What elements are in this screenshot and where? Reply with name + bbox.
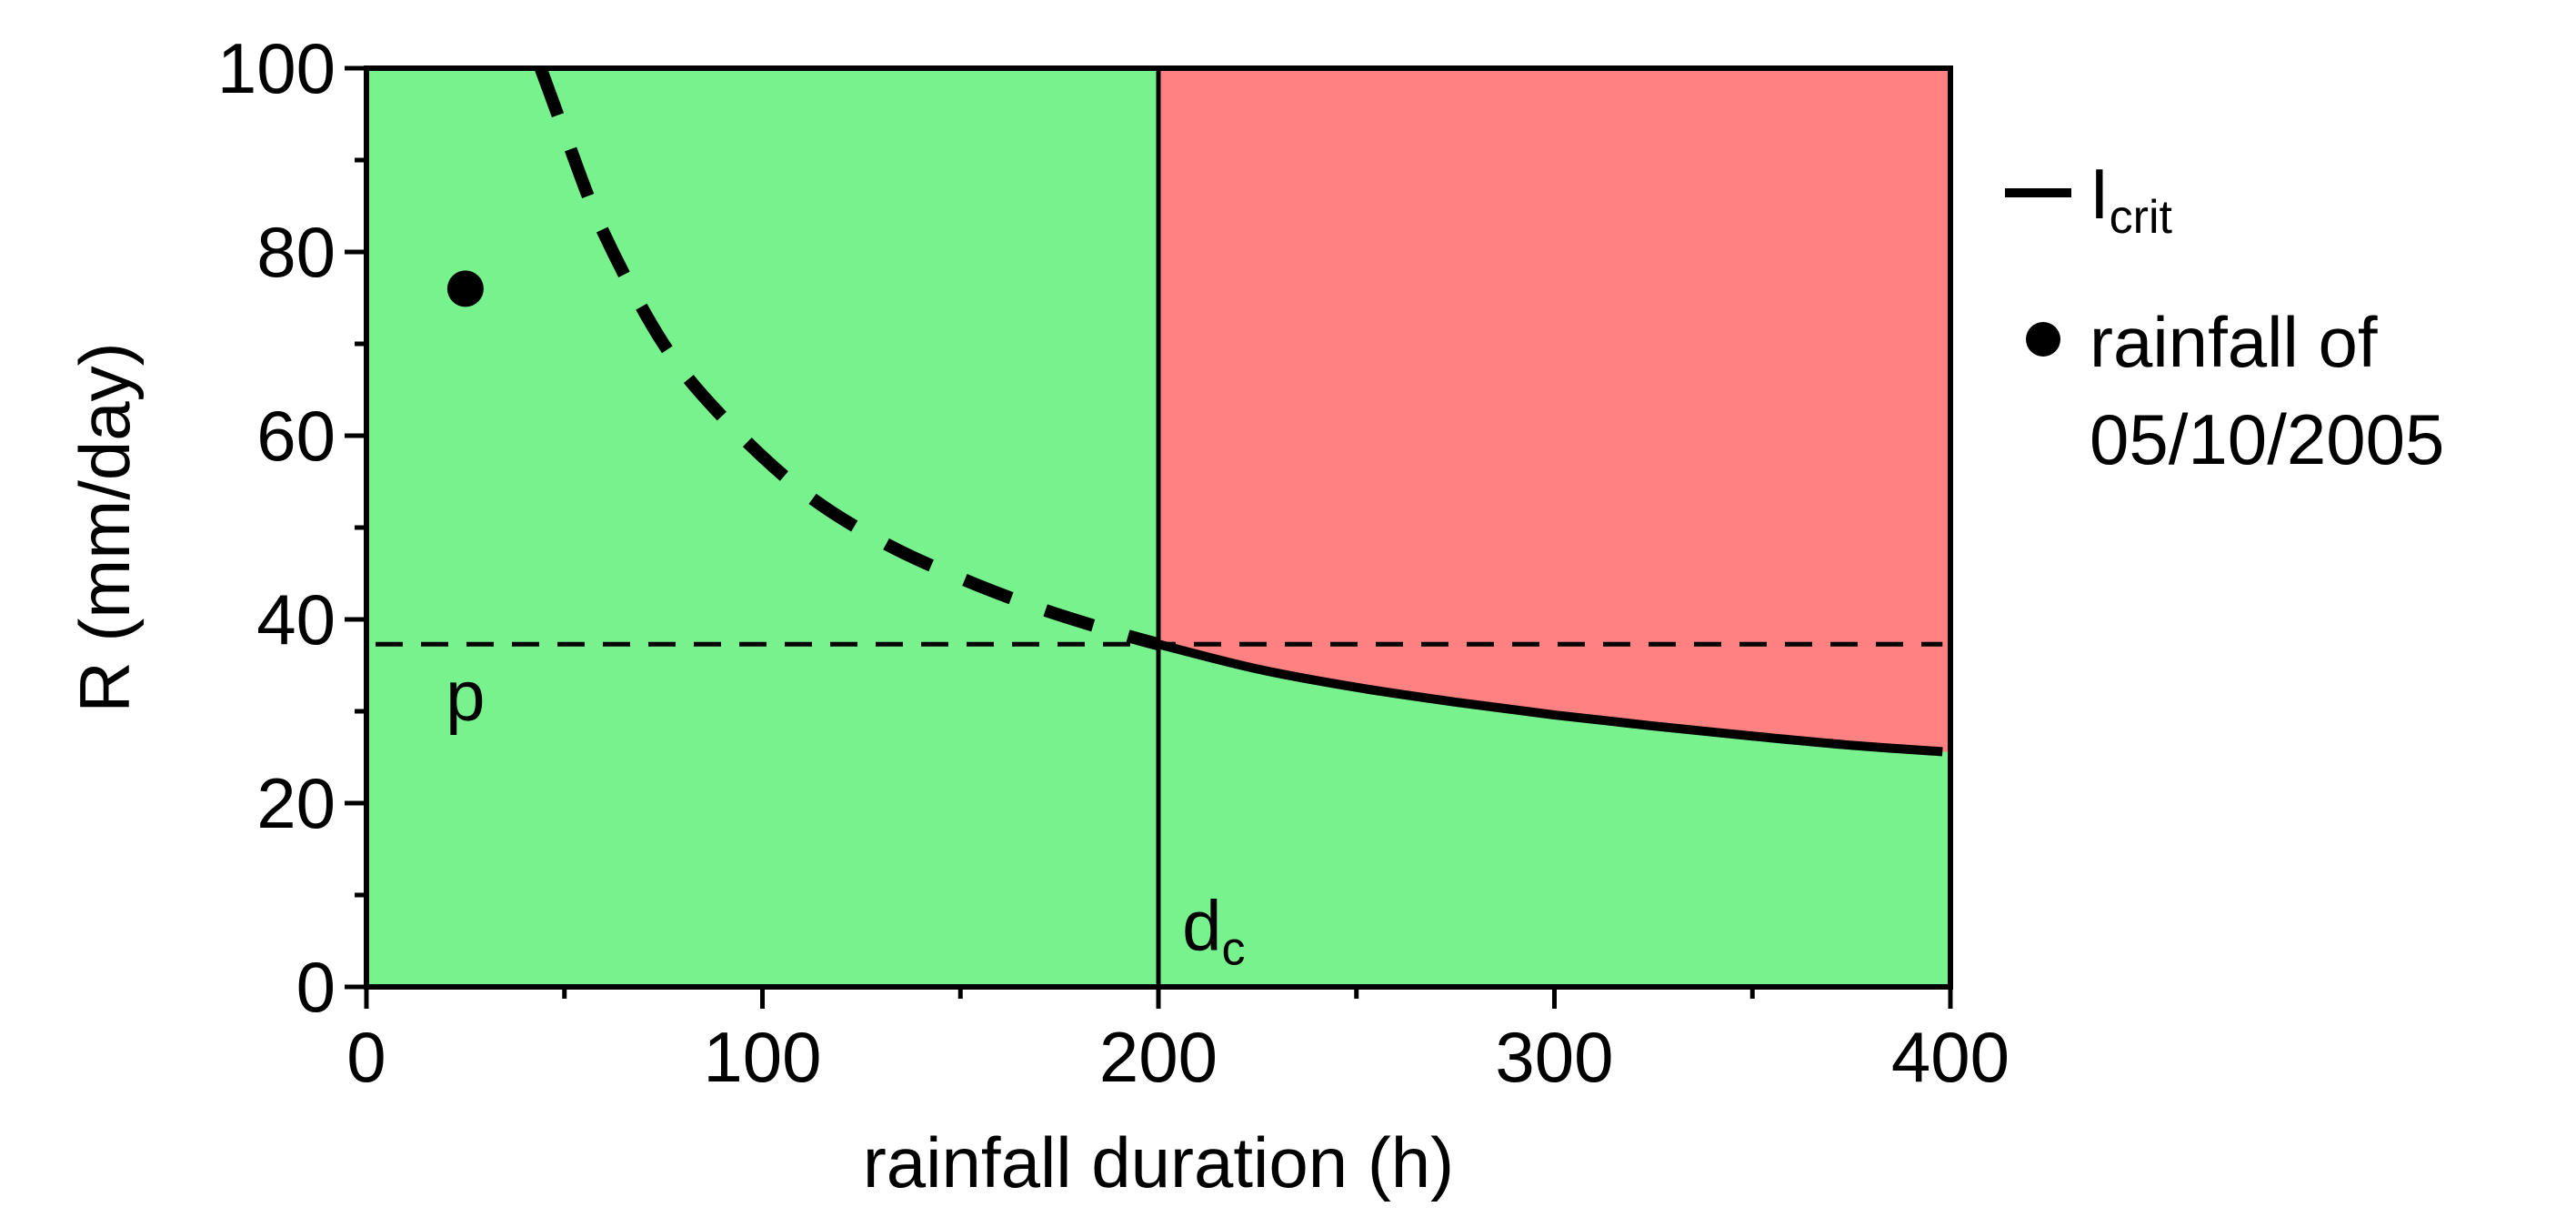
icrit-curve <box>1157 639 1943 757</box>
annotation-dc: dc <box>1182 886 1245 976</box>
legend-label-rainfall-line2: 05/10/2005 <box>2090 399 2444 479</box>
legend-label-icrit: Icrit <box>2090 154 2173 244</box>
y-tick-label: 100 <box>217 28 336 108</box>
legend-label-rainfall-line1: rainfall of <box>2090 302 2378 382</box>
legend-dot-swatch <box>2026 322 2060 357</box>
rainfall-point <box>446 270 484 307</box>
y-axis-title: R (mm/day) <box>65 342 145 712</box>
x-tick-label: 400 <box>1891 1017 2010 1097</box>
x-tick-label: 200 <box>1099 1017 1218 1097</box>
y-tick-label: 80 <box>256 212 336 292</box>
x-tick-label: 100 <box>703 1017 821 1097</box>
y-tick-label: 0 <box>296 947 336 1027</box>
x-axis-title: rainfall duration (h) <box>863 1122 1454 1202</box>
x-tick-label: 300 <box>1495 1017 1613 1097</box>
x-tick-label: 0 <box>346 1017 386 1097</box>
legend: Icrit rainfall of 05/10/2005 <box>2005 154 2444 479</box>
legend-label-icrit-subscript: crit <box>2110 191 2173 244</box>
y-tick-label: 40 <box>256 579 336 659</box>
legend-label-icrit-main: I <box>2090 154 2110 234</box>
annotation-dc-main: d <box>1182 886 1221 966</box>
critical-region <box>1158 68 1950 752</box>
y-tick-label: 60 <box>256 396 336 476</box>
annotation-dc-subscript: c <box>1222 923 1246 976</box>
axis-tick-labels: 0 100 200 300 400 0 20 40 60 80 100 <box>217 28 2010 1097</box>
axis-ticks <box>345 65 1953 1009</box>
y-tick-label: 20 <box>256 763 336 843</box>
annotation-p: p <box>446 656 485 736</box>
